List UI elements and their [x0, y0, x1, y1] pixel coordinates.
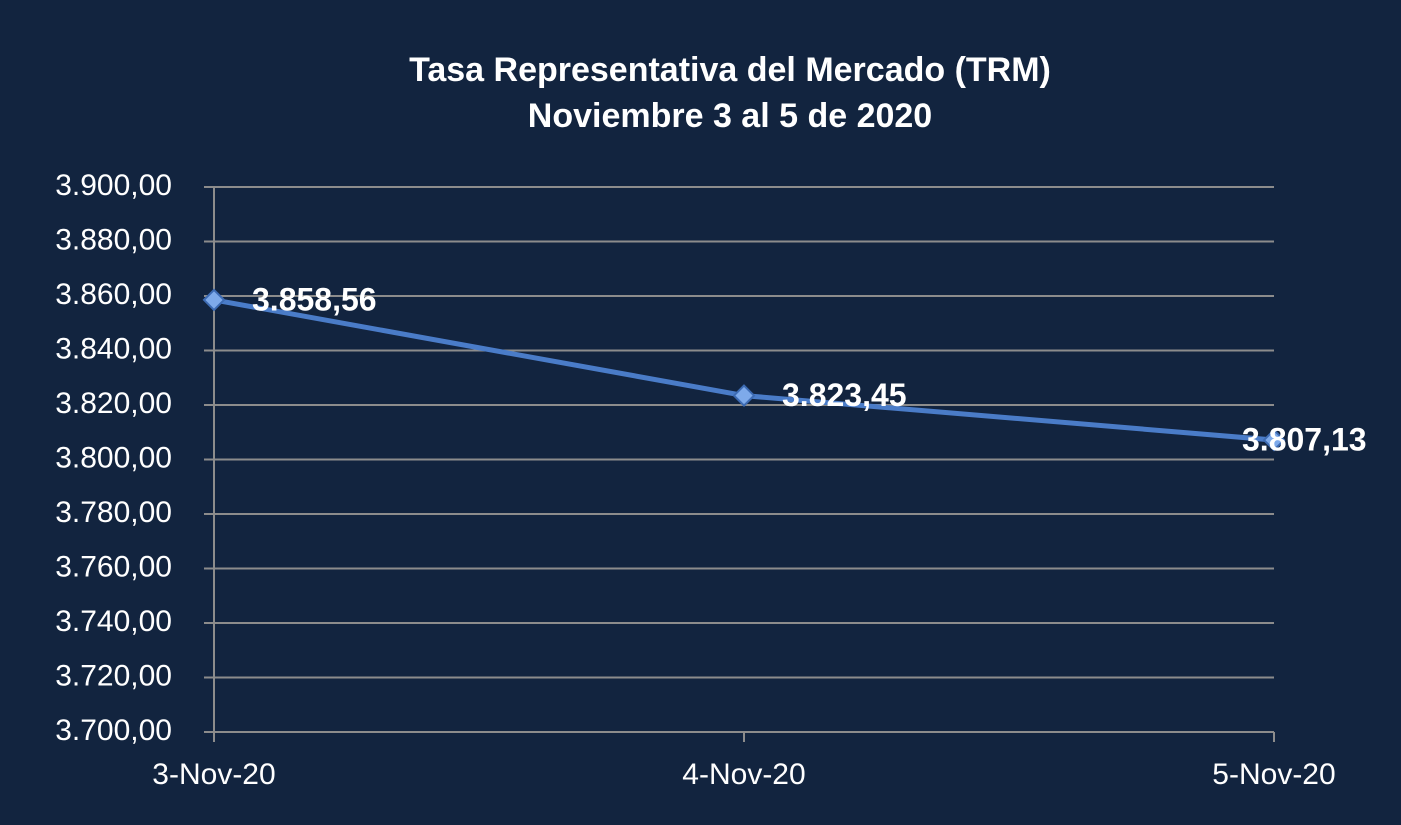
chart-title: Tasa Representativa del Mercado (TRM)	[409, 51, 1051, 89]
y-tick-label: 3.760,00	[55, 550, 172, 583]
chart-subtitle: Noviembre 3 al 5 de 2020	[528, 97, 932, 135]
data-label: 3.823,45	[782, 377, 907, 413]
data-label: 3.807,13	[1242, 422, 1367, 458]
data-point	[1262, 428, 1286, 452]
x-tick-label: 5-Nov-20	[1212, 758, 1335, 791]
y-tick-label: 3.700,00	[55, 714, 172, 747]
y-tick-label: 3.800,00	[55, 441, 172, 474]
y-tick-label: 3.840,00	[55, 332, 172, 365]
y-tick-label: 3.740,00	[55, 605, 172, 638]
data-point	[732, 384, 756, 408]
y-tick-label: 3.820,00	[55, 387, 172, 420]
y-tick-label: 3.880,00	[55, 223, 172, 256]
data-label: 3.858,56	[252, 281, 377, 317]
y-tick-label: 3.780,00	[55, 496, 172, 529]
data-point	[202, 288, 226, 312]
y-tick-label: 3.860,00	[55, 278, 172, 311]
x-tick-label: 4-Nov-20	[682, 758, 805, 791]
y-tick-label: 3.900,00	[55, 169, 172, 202]
y-tick-label: 3.720,00	[55, 659, 172, 692]
x-tick-label: 3-Nov-20	[152, 758, 275, 791]
